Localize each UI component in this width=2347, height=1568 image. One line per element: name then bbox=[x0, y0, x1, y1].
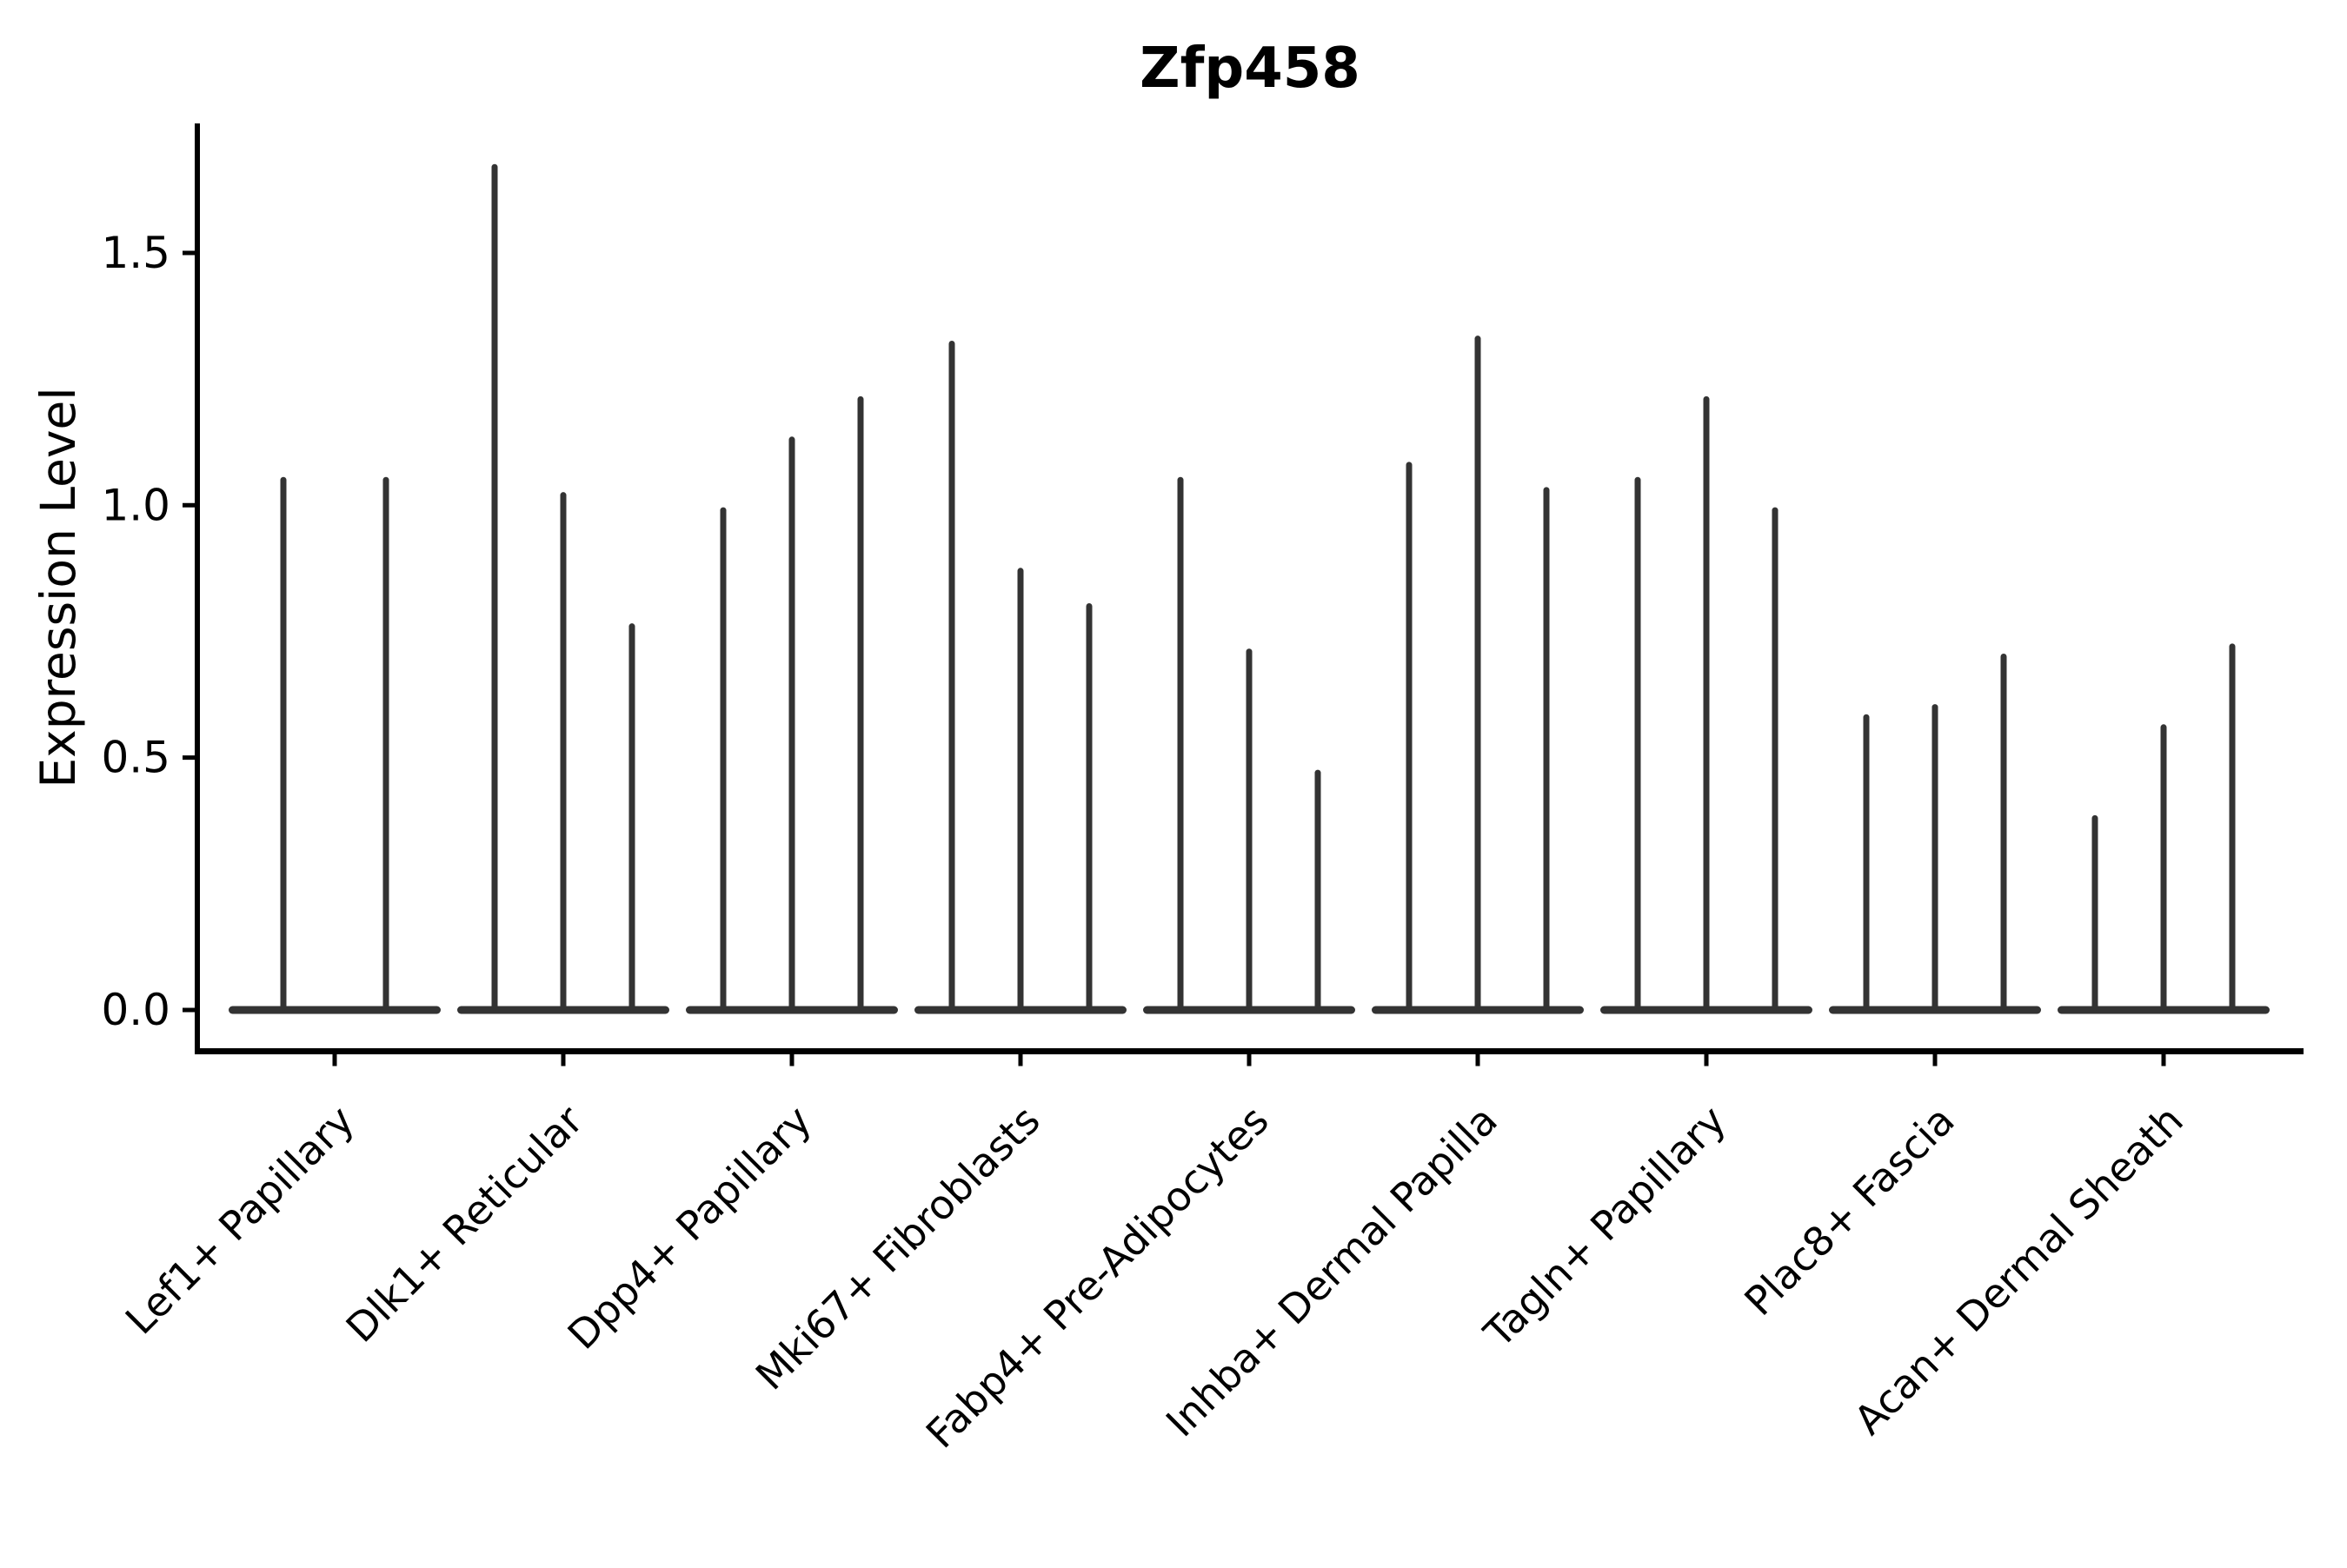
violins bbox=[229, 163, 2270, 1014]
y-tick-label: 1.0 bbox=[101, 480, 170, 530]
x-tick-label: Dpp4+ Papillary bbox=[559, 1097, 821, 1359]
y-axis-ticks: 0.0 0.5 1.0 1.5 bbox=[101, 228, 197, 1035]
x-tick-label: Dlk1+ Reticular bbox=[337, 1097, 592, 1352]
y-axis-label: Expression Level bbox=[30, 387, 86, 787]
chart-title: Zfp458 bbox=[1140, 37, 1360, 101]
y-tick-label: 0.0 bbox=[101, 985, 170, 1035]
y-tick-label: 0.5 bbox=[101, 733, 170, 783]
x-tick-label: Plac8+ Fascia bbox=[1735, 1097, 1963, 1325]
x-tick-label: Lef1+ Papillary bbox=[116, 1097, 363, 1344]
x-axis-ticks bbox=[332, 1051, 2166, 1066]
x-tick-label: Tagln+ Papillary bbox=[1474, 1097, 1735, 1358]
y-tick-label: 1.5 bbox=[101, 228, 170, 278]
